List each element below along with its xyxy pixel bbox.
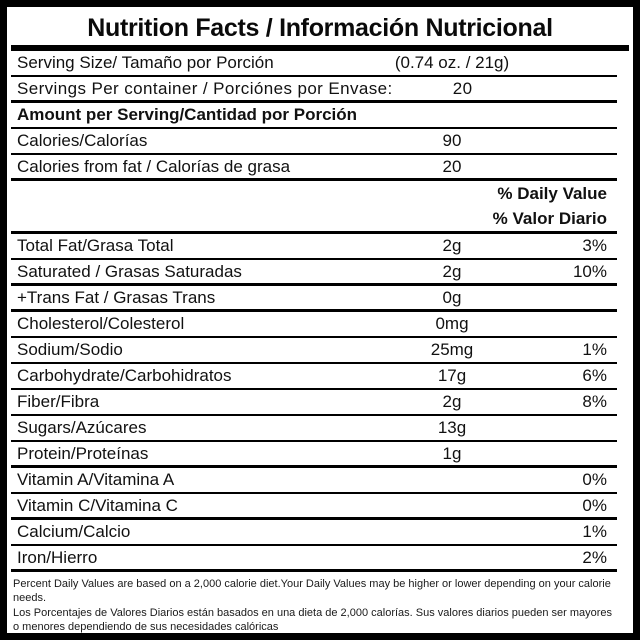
daily-value-header-es: % Valor Diario <box>492 208 607 228</box>
nutrient-row: Saturated / Grasas Saturadas 2g 10% <box>11 260 617 286</box>
nutrient-percent: 8% <box>582 392 607 411</box>
nutrient-rows: Total Fat/Grasa Total 2g 3% Saturated / … <box>11 234 617 572</box>
calories-value: 90 <box>442 131 462 150</box>
nutrient-amount: 2g <box>442 392 462 411</box>
nutrient-row: Sugars/Azúcares 13g <box>11 416 617 442</box>
nutrient-label: Cholesterol/Colesterol <box>17 314 185 333</box>
nutrient-percent: 0% <box>582 495 607 515</box>
nutrient-row: Calcium/Calcio 1% <box>11 520 617 546</box>
nutrient-label: Protein/Proteínas <box>17 443 149 463</box>
nutrient-label: Sodium/Sodio <box>17 340 123 359</box>
nutrient-percent: 10% <box>572 261 607 281</box>
nutrient-percent: 6% <box>582 366 607 385</box>
serving-size-row: Serving Size/ Tamaño por Porción (0.74 o… <box>11 51 617 77</box>
label-title: Nutrition Facts / Información Nutriciona… <box>87 14 553 42</box>
daily-value-header-en: % Daily Value <box>497 183 607 203</box>
servings-per-container-row: Servings Per container / Porciónes por E… <box>11 77 617 103</box>
nutrient-row: Total Fat/Grasa Total 2g 3% <box>11 234 617 260</box>
calories-from-fat-label: Calories from fat / Calorías de grasa <box>17 156 291 176</box>
header-divider-bar <box>11 45 629 51</box>
nutrient-label: Vitamin C/Vitamina C <box>17 495 178 515</box>
nutrient-label: Fiber/Fibra <box>17 392 100 411</box>
nutrient-amount: 1g <box>442 443 462 463</box>
nutrient-row: Sodium/Sodio 25mg 1% <box>11 338 617 364</box>
nutrient-row: Vitamin A/Vitamina A 0% <box>11 468 617 494</box>
footnotes: Percent Daily Values are based on a 2,00… <box>13 577 617 634</box>
nutrient-amount: 2g <box>442 236 462 255</box>
nutrient-amount: 13g <box>437 418 467 437</box>
nutrient-row: Vitamin C/Vitamina C 0% <box>11 494 617 520</box>
nutrient-label: Saturated / Grasas Saturadas <box>17 261 242 281</box>
footnote-spanish: Los Porcentajes de Valores Diarios están… <box>13 607 613 633</box>
nutrient-amount: 25mg <box>430 340 474 359</box>
servings-per-container-value: 20 <box>452 78 473 98</box>
calories-row: Calories/Calorías 90 <box>11 129 617 155</box>
nutrient-percent: 1% <box>582 522 607 541</box>
amount-per-serving-header: Amount per Serving/Cantidad por Porción <box>17 105 358 124</box>
calories-from-fat-row: Calories from fat / Calorías de grasa 20 <box>11 155 617 181</box>
nutrient-label: Iron/Hierro <box>17 547 98 567</box>
daily-value-header-block: % Daily Value % Valor Diario <box>11 181 617 234</box>
nutrient-label: Carbohydrate/Carbohidratos <box>17 366 232 385</box>
nutrient-row: +Trans Fat / Grasas Trans 0g <box>11 286 617 312</box>
nutrient-label: +Trans Fat / Grasas Trans <box>17 287 216 307</box>
servings-per-container-label: Servings Per container / Porciónes por E… <box>17 78 393 98</box>
nutrient-label: Sugars/Azúcares <box>17 418 147 437</box>
nutrient-row: Iron/Hierro 2% <box>11 546 617 572</box>
nutrient-percent: 2% <box>582 547 607 567</box>
nutrient-label: Vitamin A/Vitamina A <box>17 470 175 489</box>
nutrient-amount: 17g <box>437 366 467 385</box>
nutrient-percent: 3% <box>582 236 607 255</box>
nutrient-percent: 0% <box>582 470 607 489</box>
serving-size-value: (0.74 oz. / 21g) <box>394 53 510 72</box>
nutrient-label: Calcium/Calcio <box>17 522 131 541</box>
nutrient-percent: 1% <box>582 340 607 359</box>
serving-size-label: Serving Size/ Tamaño por Porción <box>17 53 274 72</box>
nutrient-amount: 2g <box>442 261 462 281</box>
nutrient-amount: 0mg <box>435 314 469 333</box>
nutrient-row: Fiber/Fibra 2g 8% <box>11 390 617 416</box>
nutrient-row: Cholesterol/Colesterol 0mg <box>11 312 617 338</box>
nutrient-amount: 0g <box>442 287 462 307</box>
footnote-english: Percent Daily Values are based on a 2,00… <box>13 578 611 604</box>
nutrient-row: Protein/Proteínas 1g <box>11 442 617 468</box>
calories-label: Calories/Calorías <box>17 131 148 150</box>
label-body: Serving Size/ Tamaño por Porción (0.74 o… <box>11 51 617 572</box>
amount-per-serving-header-row: Amount per Serving/Cantidad por Porción <box>11 103 617 129</box>
nutrient-label: Total Fat/Grasa Total <box>17 236 174 255</box>
nutrient-row: Carbohydrate/Carbohidratos 17g 6% <box>11 364 617 390</box>
nutrition-label: Nutrition Facts / Información Nutriciona… <box>5 5 635 635</box>
calories-from-fat-value: 20 <box>442 156 462 176</box>
